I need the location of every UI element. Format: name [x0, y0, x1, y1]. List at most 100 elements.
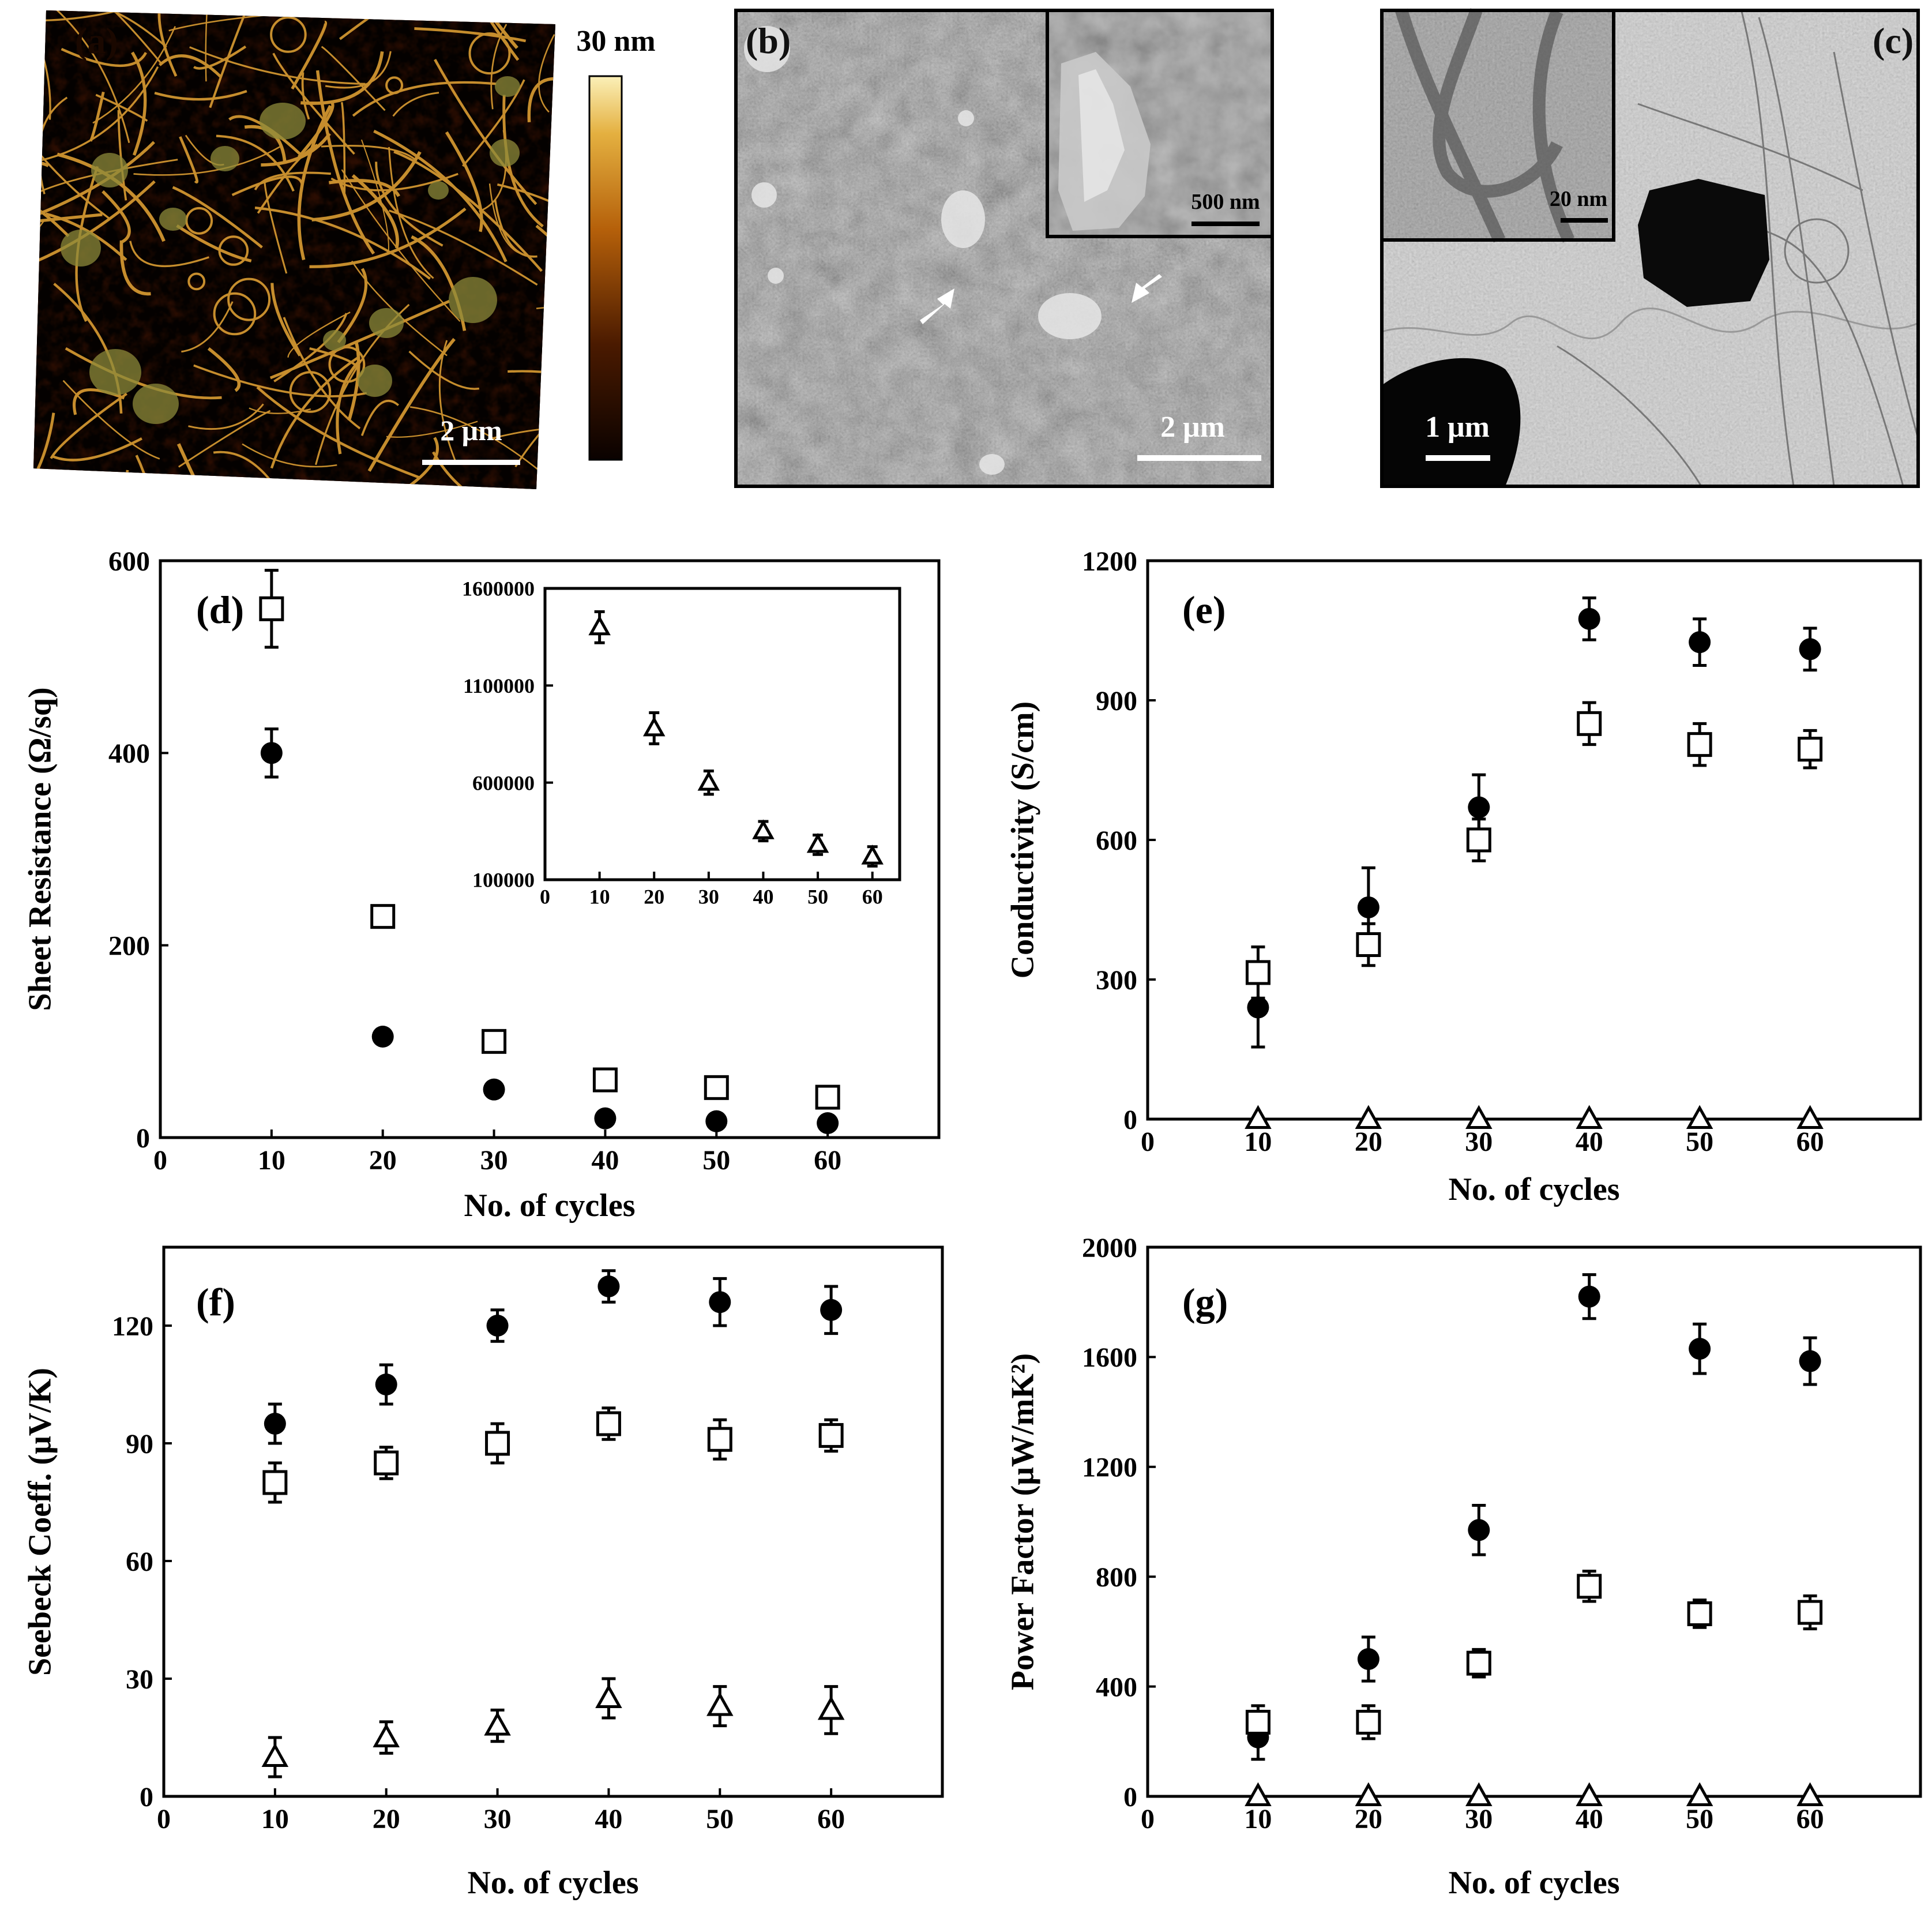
square-marker	[374, 1450, 399, 1476]
square-marker	[1245, 1709, 1271, 1735]
afm-scale-bar-label: 2 μm	[440, 414, 502, 446]
x-tick-label: 20	[644, 885, 664, 908]
x-tick-label: 60	[814, 1145, 841, 1176]
series-square	[262, 1406, 844, 1504]
panel-label-b: (b)	[746, 20, 791, 61]
sem-micrograph: 500 nm (b) 2 μm	[734, 9, 1274, 488]
circle-marker	[1357, 896, 1380, 918]
x-tick-label: 30	[480, 1145, 508, 1176]
series-circle	[260, 727, 839, 1134]
circle-marker	[820, 1299, 843, 1321]
square-marker	[1356, 932, 1381, 957]
x-tick-label: 20	[1355, 1127, 1382, 1157]
y-tick-label: 1100000	[463, 674, 535, 697]
triangle-marker	[1576, 1105, 1603, 1130]
x-tick-label: 0	[1141, 1127, 1155, 1157]
sem-arrows	[920, 274, 1162, 324]
triangle-marker	[1245, 1105, 1272, 1130]
triangle-marker	[817, 1695, 845, 1720]
square-marker	[1798, 1600, 1823, 1625]
circle-marker	[1689, 1338, 1711, 1360]
y-tick-label: 800	[1096, 1562, 1137, 1593]
square-marker	[704, 1075, 729, 1100]
triangle-marker	[752, 819, 775, 839]
y-tick-label: 1200	[1082, 546, 1137, 577]
square-marker	[592, 1067, 618, 1093]
afm-colorbar-max-label: 30 nm	[576, 25, 655, 58]
y-tick-label: 30	[126, 1664, 153, 1695]
triangle-marker	[484, 1712, 511, 1736]
plot-area-frame	[162, 1245, 944, 1798]
x-tick-label: 20	[1355, 1804, 1382, 1834]
series-circle	[1247, 1273, 1821, 1761]
triangle-marker	[1245, 1782, 1272, 1807]
square-marker	[259, 596, 284, 621]
sem-inset-scale-bar	[1191, 222, 1260, 226]
y-tick-label: 400	[108, 738, 150, 769]
square-marker	[370, 904, 396, 929]
sem-frame	[734, 9, 1274, 488]
circle-marker	[486, 1315, 509, 1337]
triangle-marker	[1686, 1782, 1713, 1807]
series-triangle	[1245, 1105, 1824, 1130]
x-axis-label: No. of cycles	[464, 1188, 635, 1224]
x-tick-label: 30	[698, 885, 719, 908]
square-marker	[1687, 732, 1712, 757]
x-tick-label: 40	[595, 1804, 622, 1834]
square-marker	[1356, 1709, 1381, 1735]
chart-sheet-resistance: (d) No. of cycles Sheet Resistance (Ω/sq…	[22, 546, 941, 1224]
tem-fibers	[1557, 11, 1918, 486]
x-tick-label: 20	[369, 1145, 397, 1176]
triangle-marker	[706, 1692, 734, 1716]
sem-bright-features	[744, 26, 1102, 475]
square-marker	[485, 1431, 510, 1456]
triangle-marker	[1796, 1105, 1824, 1130]
triangle-marker	[261, 1743, 289, 1768]
x-tick-label: 50	[807, 885, 828, 908]
square-marker	[1798, 737, 1823, 762]
tem-micrograph: 20 nm (c) 1 μm	[1380, 8, 1920, 488]
y-tick-label: 120	[112, 1311, 153, 1342]
y-axis-label: Sheet Resistance (Ω/sq)	[22, 687, 58, 1011]
triangle-marker	[861, 845, 884, 865]
y-tick-label: 0	[136, 1123, 150, 1154]
y-axis-label: Seebeck Coeff. (μV/K)	[22, 1368, 58, 1676]
square-marker	[815, 1085, 840, 1110]
circle-marker	[597, 1275, 620, 1297]
triangle-marker	[1355, 1105, 1382, 1130]
square-marker	[262, 1470, 288, 1495]
series-triangle	[1245, 1782, 1824, 1807]
x-tick-label: 10	[261, 1804, 289, 1834]
circle-marker	[1799, 1350, 1821, 1372]
x-tick-label: 10	[1244, 1804, 1272, 1834]
chart-seebeck-coefficient: (f) No. of cycles Seebeck Coeff. (μV/K) …	[22, 1245, 944, 1901]
tem-frame	[1380, 9, 1920, 488]
triangle-marker	[373, 1723, 400, 1748]
x-tick-label: 50	[706, 1804, 734, 1834]
triangle-marker	[1576, 1782, 1603, 1807]
y-tick-label: 0	[1123, 1105, 1137, 1135]
square-marker	[1245, 960, 1271, 985]
triangle-marker	[1686, 1105, 1713, 1130]
x-tick-label: 60	[817, 1804, 845, 1834]
tem-hole-2	[1382, 358, 1521, 486]
x-tick-label: 30	[1465, 1127, 1493, 1157]
series-circle	[1247, 596, 1821, 1049]
y-axis-label: Power Factor (μW/mK²)	[1005, 1353, 1041, 1691]
x-tick-label: 10	[1244, 1127, 1272, 1157]
x-tick-label: 40	[1576, 1804, 1603, 1834]
square-marker	[1687, 1601, 1712, 1626]
y-tick-label: 1600000	[462, 577, 535, 601]
tem-inset: 20 nm	[1380, 8, 1615, 243]
triangle-marker	[806, 832, 829, 853]
y-tick-label: 900	[1096, 686, 1137, 716]
triangle-marker	[697, 771, 720, 791]
x-axis-label: No. of cycles	[467, 1865, 638, 1901]
sem-scale-bar-label: 2 μm	[1160, 411, 1225, 444]
series-circle	[264, 1269, 843, 1445]
circle-marker	[483, 1078, 505, 1101]
x-tick-label: 10	[589, 885, 610, 908]
y-tick-label: 400	[1096, 1672, 1137, 1702]
plot-area-frame	[543, 587, 901, 881]
square-marker	[1466, 827, 1491, 853]
